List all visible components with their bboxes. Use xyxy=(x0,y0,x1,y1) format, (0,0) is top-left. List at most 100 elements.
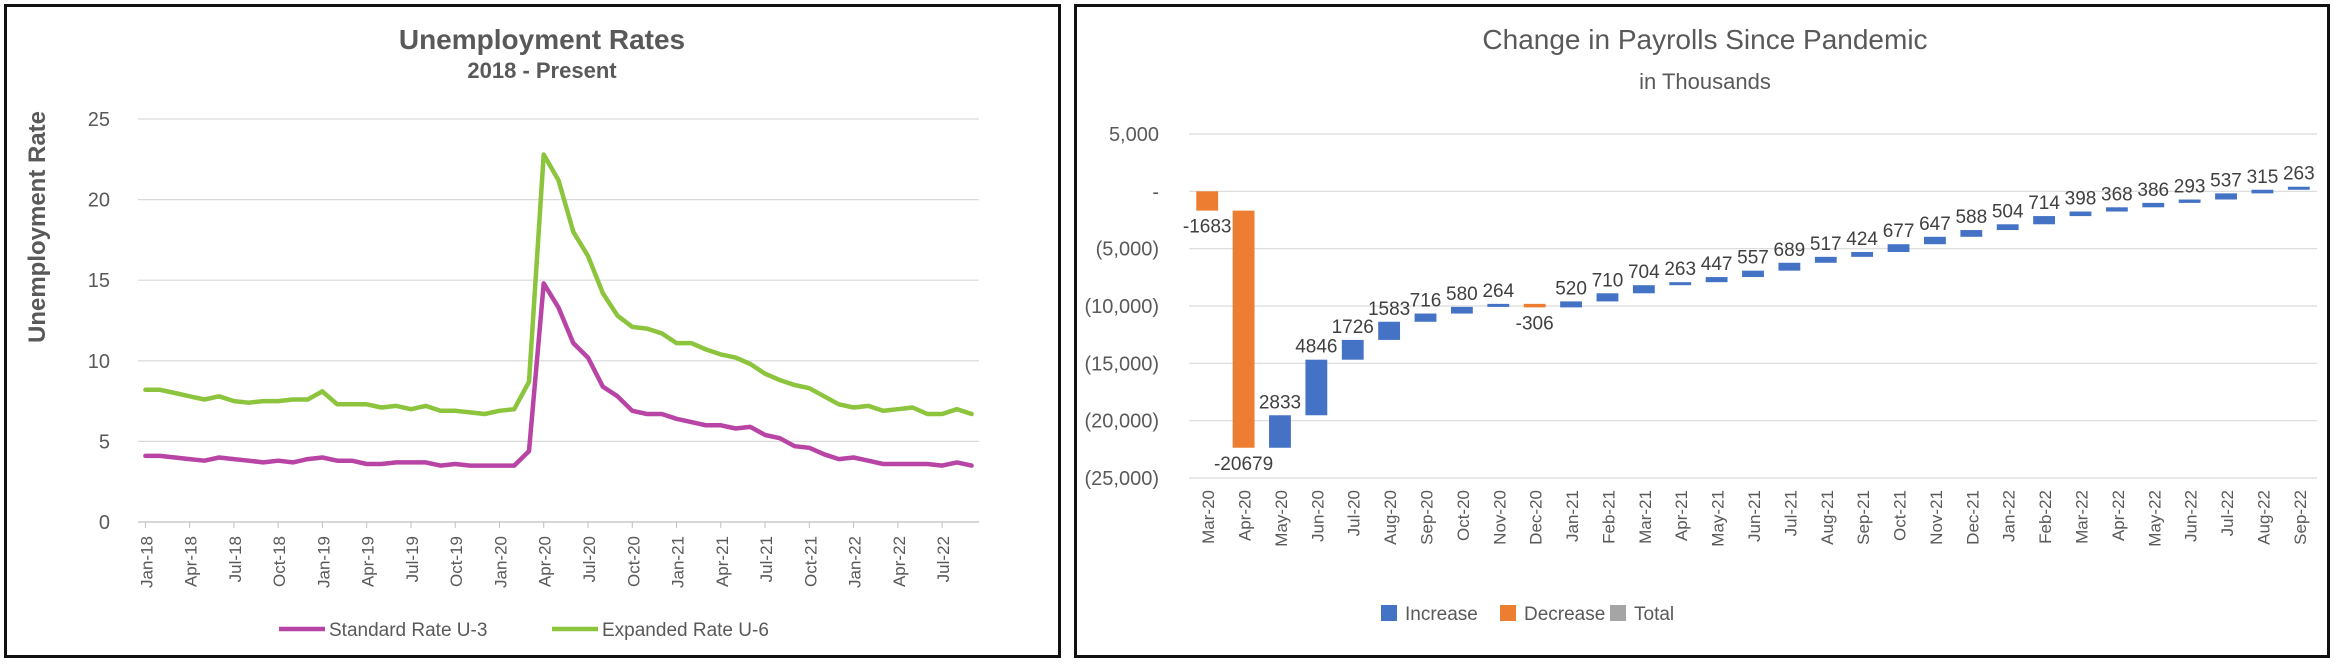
x-tick-label: Jun-20 xyxy=(1308,490,1327,542)
x-tick-label: Sep-20 xyxy=(1418,490,1437,545)
legend-swatch xyxy=(1500,605,1516,621)
y-tick-label: (25,000) xyxy=(1085,468,1160,490)
legend-label: Expanded Rate U-6 xyxy=(602,620,769,641)
data-label: 580 xyxy=(1446,284,1478,305)
data-label: 4846 xyxy=(1295,337,1337,358)
data-label: 368 xyxy=(2101,184,2133,205)
x-tick-label: Apr-22 xyxy=(890,536,909,587)
y-tick-label: 5 xyxy=(99,431,110,453)
legend-label: Increase xyxy=(1405,604,1478,625)
unemployment-chart: Unemployment Rates 2018 - Present Unempl… xyxy=(24,24,979,641)
y-tick-label: (10,000) xyxy=(1085,296,1160,318)
data-label: 293 xyxy=(2174,177,2206,198)
x-tick-label: Apr-21 xyxy=(713,536,732,587)
waterfall-bar xyxy=(2178,199,2201,203)
x-tick-label: Jul-21 xyxy=(1781,490,1800,536)
x-tick-label: Nov-21 xyxy=(1927,490,1946,545)
chart-subtitle: in Thousands xyxy=(1639,69,1771,94)
data-label: 447 xyxy=(1701,254,1733,275)
y-tick-label: - xyxy=(1152,181,1159,203)
x-tick-label: Apr-18 xyxy=(182,536,201,587)
x-tick-label: Apr-20 xyxy=(1236,490,1255,541)
x-tick-label: Jun-22 xyxy=(2182,490,2201,542)
x-tick-label: Feb-21 xyxy=(1599,490,1618,544)
waterfall-bar xyxy=(2142,202,2165,208)
x-tick-label: Jan-20 xyxy=(491,536,510,588)
x-tick-label: Jul-19 xyxy=(403,536,422,582)
chart-title: Unemployment Rates xyxy=(399,24,685,55)
waterfall-bar xyxy=(1196,191,1219,211)
waterfall-bar xyxy=(1742,270,1764,278)
waterfall-bar xyxy=(1887,244,1910,252)
data-label: 520 xyxy=(1555,278,1587,299)
x-tick-label: Jul-20 xyxy=(580,536,599,582)
chart-title: Change in Payrolls Since Pandemic xyxy=(1482,24,1927,55)
waterfall-bar xyxy=(2251,189,2274,194)
payrolls-chart-panel: Change in Payrolls Since Pandemic in Tho… xyxy=(1074,4,2330,658)
x-tick-label: Oct-18 xyxy=(270,536,289,587)
legend-swatch xyxy=(1381,605,1397,621)
x-tick-label: Apr-21 xyxy=(1672,490,1691,541)
data-label: 517 xyxy=(1810,234,1842,255)
y-tick-label: 15 xyxy=(88,270,110,292)
x-tick-label: Mar-21 xyxy=(1636,490,1655,544)
data-label: 716 xyxy=(1410,291,1442,312)
x-tick-label: Jul-20 xyxy=(1345,490,1364,536)
x-tick-label: Mar-20 xyxy=(1199,490,1218,544)
x-tick-label: Jan-22 xyxy=(846,536,865,588)
data-label: 263 xyxy=(1664,259,1696,280)
x-tick-label: Sep-22 xyxy=(2291,490,2310,545)
data-label: 2833 xyxy=(1259,392,1301,413)
x-tick-label: May-20 xyxy=(1272,490,1291,547)
waterfall-bar xyxy=(1232,210,1255,448)
x-tick-label: Apr-19 xyxy=(359,536,378,587)
data-label: 386 xyxy=(2137,180,2169,201)
x-tick-label: Apr-22 xyxy=(2109,490,2128,541)
waterfall-bar xyxy=(1305,359,1328,416)
y-tick-label: 20 xyxy=(88,190,110,212)
x-tick-label: Jan-19 xyxy=(314,536,333,588)
data-label: 315 xyxy=(2247,167,2279,188)
chart-subtitle: 2018 - Present xyxy=(467,58,617,83)
x-tick-label: Feb-22 xyxy=(2036,490,2055,544)
y-tick-label: (5,000) xyxy=(1096,239,1159,261)
x-tick-label: Jan-21 xyxy=(669,536,688,588)
y-tick-label: 25 xyxy=(88,109,110,131)
x-tick-label: Nov-20 xyxy=(1490,490,1509,545)
waterfall-bar xyxy=(1596,293,1619,302)
waterfall-bar xyxy=(2105,207,2128,212)
waterfall-bar xyxy=(2069,211,2092,217)
y-tick-label: 0 xyxy=(99,512,110,534)
y-tick-label: (15,000) xyxy=(1085,353,1160,375)
waterfall-bar xyxy=(1487,303,1510,307)
data-label: -20679 xyxy=(1214,454,1273,475)
x-tick-label: Jul-22 xyxy=(934,536,953,582)
data-label: 264 xyxy=(1482,281,1514,302)
data-label: 714 xyxy=(2028,193,2060,214)
x-tick-label: Oct-20 xyxy=(1454,490,1473,541)
waterfall-bar xyxy=(1632,285,1655,294)
waterfall-bar xyxy=(1414,313,1437,322)
waterfall-bar xyxy=(1814,256,1837,263)
waterfall-bar xyxy=(1996,224,2019,231)
x-tick-label: Oct-20 xyxy=(624,536,643,587)
waterfall-bar xyxy=(1960,230,1983,237)
series-line-1 xyxy=(143,281,974,468)
unemployment-chart-panel: Unemployment Rates 2018 - Present Unempl… xyxy=(4,4,1061,658)
data-label: 689 xyxy=(1774,240,1806,261)
data-label: 263 xyxy=(2283,164,2315,185)
waterfall-bar xyxy=(2215,193,2237,200)
waterfall-bar xyxy=(1269,415,1291,448)
waterfall-bar xyxy=(1341,339,1364,360)
x-tick-label: Aug-21 xyxy=(1818,490,1837,545)
legend-label: Total xyxy=(1634,604,1674,625)
x-tick-label: Aug-22 xyxy=(2254,490,2273,545)
data-label: 557 xyxy=(1737,248,1769,269)
payrolls-chart: Change in Payrolls Since Pandemic in Tho… xyxy=(1085,24,2317,625)
waterfall-bar xyxy=(1560,301,1582,308)
data-label: -306 xyxy=(1516,313,1554,334)
x-tick-label: May-21 xyxy=(1709,490,1728,547)
x-tick-label: May-22 xyxy=(2145,490,2164,547)
waterfall-bar xyxy=(2033,216,2056,225)
y-tick-label: (20,000) xyxy=(1085,411,1160,433)
